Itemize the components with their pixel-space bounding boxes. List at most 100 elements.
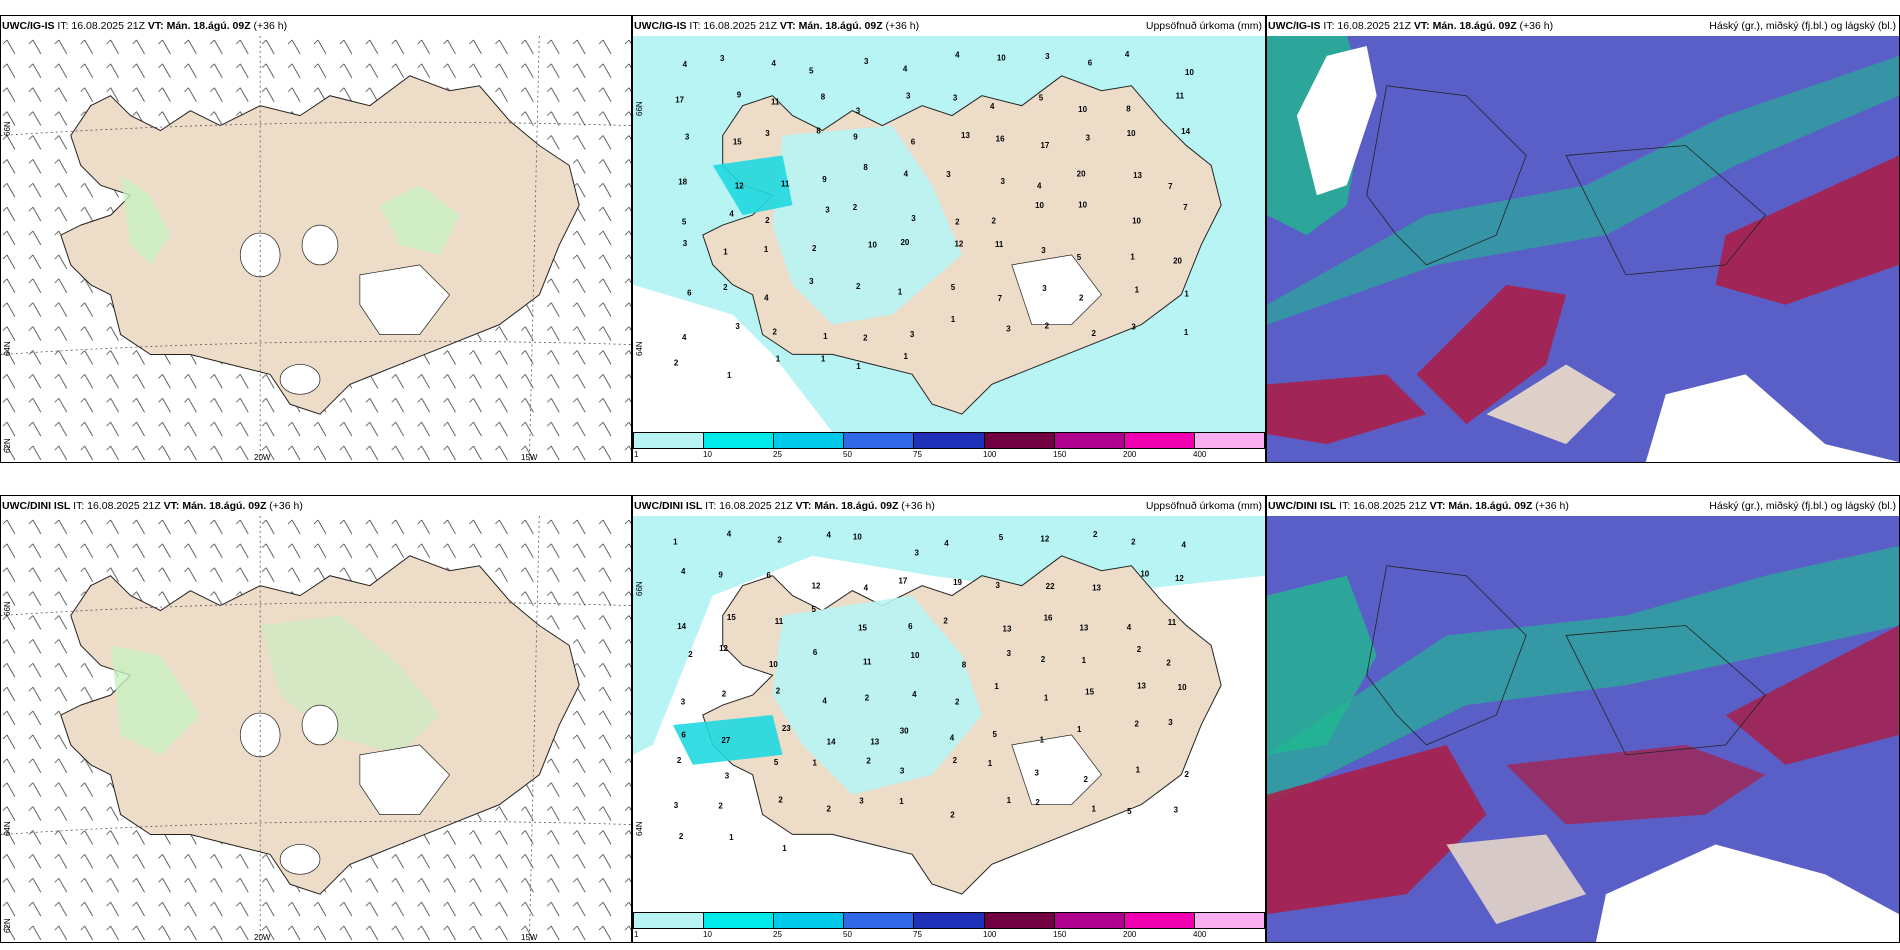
precip-value-label: 22 <box>1046 582 1055 591</box>
precip-map-panel-dini: UWC/DINI ISL IT: 16.08.2025 21Z VT: Mán.… <box>632 495 1266 943</box>
precip-value-label: 3 <box>1168 718 1173 727</box>
precip-value-label: 3 <box>765 129 770 138</box>
precip-legend: 1 10 25 50 75 100 150 200 400 <box>633 912 1265 942</box>
precip-value-label: 2 <box>826 805 831 814</box>
precip-value-label: 2 <box>1166 659 1171 668</box>
precip-value-label: 1 <box>951 315 956 324</box>
lead-time: (+36 h) <box>253 20 288 32</box>
precip-value-label: 1 <box>821 355 826 364</box>
precip-value-label: 2 <box>1185 770 1190 779</box>
precip-value-label: 4 <box>727 530 732 539</box>
precip-value-label: 12 <box>719 644 728 653</box>
precip-value-label: 3 <box>915 548 920 557</box>
precip-value-label: 4 <box>826 531 831 540</box>
precip-value-label: 2 <box>943 616 948 625</box>
lead-time: (+36 h) <box>269 500 303 512</box>
precip-value-label: 4 <box>683 60 688 69</box>
lat-label: 66N <box>635 101 644 116</box>
precip-value-label: 1 <box>764 245 769 254</box>
precip-map-panel-ig: UWC/IG-IS IT: 16.08.2025 21Z VT: Mán. 18… <box>632 15 1266 463</box>
precip-value-label: 3 <box>864 57 869 66</box>
precip-value-label: 11 <box>771 98 780 107</box>
wind-map <box>1 516 631 942</box>
precip-value-label: 2 <box>1135 720 1140 729</box>
precip-value-label: 14 <box>677 622 686 631</box>
wind-map <box>1 36 631 462</box>
model-name: UWC/DINI ISL <box>634 500 703 512</box>
precip-value-label: 10 <box>1078 201 1087 210</box>
precip-value-label: 1 <box>1184 289 1189 298</box>
precip-value-label: 2 <box>955 217 960 226</box>
precip-value-label: 1 <box>856 362 861 371</box>
precip-value-label: 3 <box>809 277 814 286</box>
legend-colorbar <box>633 912 1265 929</box>
precip-value-label: 3 <box>685 132 690 141</box>
precip-value-label: 8 <box>821 92 826 101</box>
precip-map: 1 4 2 4 10 3 4 5 12 2 2 4 4 9 6 12 4 17 19 3 22 13 10 12 14 15 11 5… <box>633 516 1265 912</box>
precip-value-label: 7 <box>1168 182 1173 191</box>
precip-value-label: 8 <box>863 163 868 172</box>
precip-value-label: 3 <box>946 170 951 179</box>
wind-map-svg <box>1 516 631 942</box>
precip-value-label: 12 <box>1175 574 1184 583</box>
precip-value-label: 5 <box>774 758 779 767</box>
lat-label: 66N <box>3 601 12 616</box>
precip-value-label: 3 <box>1006 325 1011 334</box>
legend-ticks: 1 10 25 50 75 100 150 200 400 <box>634 930 1207 939</box>
precip-value-label: 4 <box>950 734 955 743</box>
precip-value-label: 10 <box>1178 683 1187 692</box>
precip-value-label: 2 <box>677 756 682 765</box>
precip-value-label: 12 <box>812 581 821 590</box>
precip-value-label: 1 <box>673 537 678 546</box>
precip-value-label: 17 <box>1041 141 1050 150</box>
precip-value-label: 2 <box>1083 775 1088 784</box>
precip-value-label: 2 <box>1093 530 1098 539</box>
precip-value-label: 27 <box>721 736 730 745</box>
precip-value-label: 4 <box>729 209 734 218</box>
lead-time: (+36 h) <box>1535 500 1569 512</box>
precip-value-label: 4 <box>1182 541 1187 550</box>
precip-value-label: 5 <box>1077 253 1082 262</box>
lat-label: 62N <box>3 438 12 453</box>
init-time: IT: 16.08.2025 21Z <box>705 500 793 512</box>
precip-value-label: 15 <box>733 138 742 147</box>
precip-value-label: 4 <box>903 64 908 73</box>
precip-value-label: 13 <box>1092 584 1101 593</box>
lat-label: 64N <box>3 341 12 356</box>
precip-value-label: 4 <box>1125 50 1130 59</box>
precip-value-label: 9 <box>718 571 723 580</box>
model-name: UWC/DINI ISL <box>2 500 71 512</box>
precip-value-label: 2 <box>865 694 870 703</box>
precip-value-label: 5 <box>993 730 998 739</box>
precip-value-label: 10 <box>1127 129 1136 138</box>
precip-value-label: 30 <box>900 727 909 736</box>
panel-header: UWC/IG-IS IT: 16.08.2025 21Z VT: Mán. 18… <box>1 16 631 36</box>
init-time: IT: 16.08.2025 21Z <box>1323 20 1411 32</box>
precip-value-label: 2 <box>688 650 693 659</box>
precip-value-label: 8 <box>816 126 821 135</box>
precip-value-label: 4 <box>864 584 869 593</box>
precip-value-label: 1 <box>899 797 904 806</box>
precip-value-label: 2 <box>718 801 723 810</box>
precip-value-label: 2 <box>1045 321 1050 330</box>
legend-colorbar <box>633 432 1265 449</box>
valid-time: VT: Mán. 18.ágú. 09Z <box>147 20 251 32</box>
precip-value-label: 2 <box>1092 329 1097 338</box>
precip-value-label: 3 <box>825 205 830 214</box>
init-time: IT: 16.08.2025 21Z <box>1339 500 1427 512</box>
precip-value-label: 5 <box>1039 94 1044 103</box>
panel-header: UWC/DINI ISL IT: 16.08.2025 21Z VT: Mán.… <box>1267 496 1899 516</box>
precip-value-label: 1 <box>1135 286 1140 295</box>
init-time: IT: 16.08.2025 21Z <box>73 500 161 512</box>
precip-value-label: 6 <box>908 622 913 631</box>
precip-value-label: 3 <box>953 93 958 102</box>
precip-value-label: 10 <box>853 532 862 541</box>
precip-value-label: 3 <box>1035 768 1040 777</box>
precip-value-label: 2 <box>856 282 861 291</box>
precip-value-label: 1 <box>1184 328 1189 337</box>
cloud-map <box>1267 36 1899 462</box>
precip-value-label: 3 <box>1007 649 1012 658</box>
lon-label: 15W <box>521 453 538 462</box>
precip-value-label: 11 <box>1168 618 1177 627</box>
